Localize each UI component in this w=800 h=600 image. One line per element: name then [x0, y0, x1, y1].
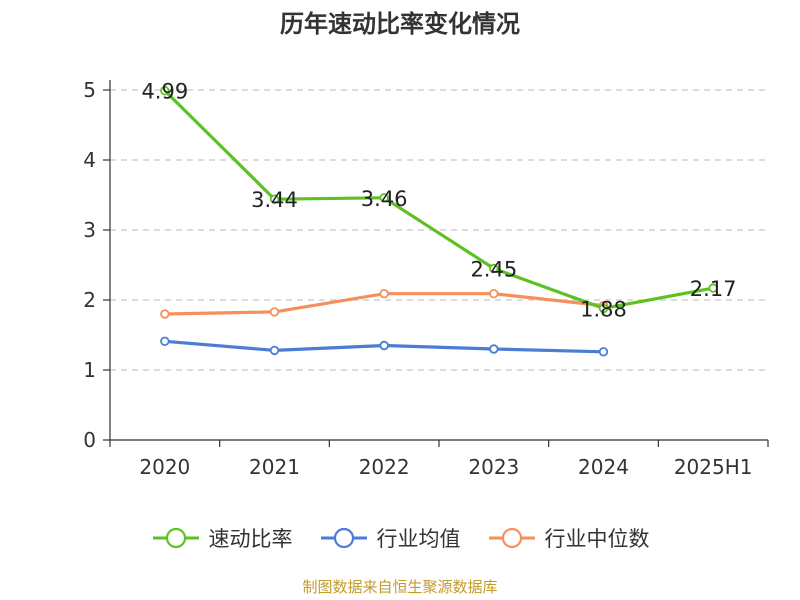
x-tick-label: 2025H1 — [674, 455, 753, 479]
data-point[interactable] — [269, 194, 280, 204]
legend-marker-icon — [320, 527, 367, 549]
data-point[interactable] — [379, 193, 389, 203]
data-label: 2.45 — [470, 258, 517, 282]
data-point[interactable] — [489, 263, 499, 274]
data-point[interactable] — [269, 345, 280, 356]
x-tick-label: 2022 — [359, 455, 410, 479]
series-line-0 — [163, 89, 715, 310]
legend-item[interactable]: 速动比率 — [151, 523, 293, 553]
series-lines — [160, 85, 718, 357]
data-point[interactable] — [269, 307, 280, 317]
data-point[interactable] — [598, 303, 609, 314]
axes: 0 1 2 3 4 5 2020 2021 2022 2023 2024 2025H1 — [83, 78, 769, 479]
legend: 速动比率 行业均值 行业中位数 — [0, 518, 800, 558]
x-tick-label: 2021 — [249, 455, 300, 479]
data-labels: 4.99 3.44 3.46 2.45 1.88 2.17 — [141, 80, 736, 322]
legend-marker-icon — [488, 527, 535, 549]
x-tick-label: 2024 — [578, 455, 629, 479]
data-point[interactable] — [489, 289, 499, 299]
chart-title: 历年速动比率变化情况 — [280, 10, 520, 38]
data-point[interactable] — [598, 347, 609, 357]
data-point[interactable] — [160, 85, 170, 96]
legend-label: 行业均值 — [376, 527, 461, 551]
source-note: 制图数据来自恒生聚源数据库 — [302, 578, 498, 596]
data-point[interactable] — [708, 283, 718, 293]
data-point[interactable] — [160, 336, 170, 346]
data-label: 3.46 — [361, 187, 408, 211]
y-tick-label: 0 — [83, 428, 96, 452]
data-point[interactable] — [489, 344, 499, 354]
data-point[interactable] — [379, 340, 389, 351]
x-tick-label: 2020 — [139, 455, 190, 479]
legend-item[interactable]: 行业中位数 — [487, 523, 650, 553]
y-tick-label: 5 — [83, 78, 96, 102]
legend-label: 行业中位数 — [544, 527, 650, 551]
data-label: 3.44 — [251, 188, 298, 212]
legend-marker-icon — [152, 527, 199, 549]
y-tick-label: 3 — [83, 218, 96, 242]
data-point[interactable] — [160, 309, 170, 319]
legend-label: 速动比率 — [208, 527, 293, 551]
data-label: 4.99 — [141, 80, 188, 104]
y-tick-label: 4 — [83, 148, 96, 172]
y-tick-label: 1 — [83, 358, 96, 382]
data-point[interactable] — [379, 289, 389, 299]
x-tick-label: 2023 — [468, 455, 519, 479]
data-label: 1.88 — [580, 297, 627, 321]
legend-item[interactable]: 行业均值 — [319, 523, 461, 553]
data-label: 2.17 — [690, 277, 737, 301]
y-tick-label: 2 — [83, 288, 96, 312]
